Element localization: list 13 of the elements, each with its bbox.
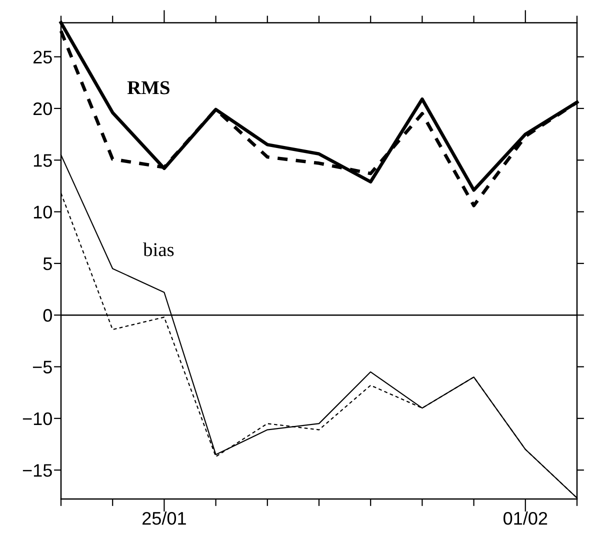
x-tick-label: 25/01 [142,512,186,525]
y-tick-label: −5 [32,360,52,374]
y-tick-label: −10 [22,412,52,426]
y-tick-label: 5 [43,258,52,270]
x-tick-label: 01/02 [504,512,548,525]
y-tick-label: 15 [34,154,52,167]
annotation: RMS [127,81,170,94]
y-tick-label: 0 [43,309,52,322]
y-tick-label: 10 [34,206,52,218]
annotation: bias [143,242,174,256]
y-tick-label: −15 [22,464,52,477]
y-tick-label: 25 [33,50,52,64]
y-tick-label: 20 [33,102,52,116]
